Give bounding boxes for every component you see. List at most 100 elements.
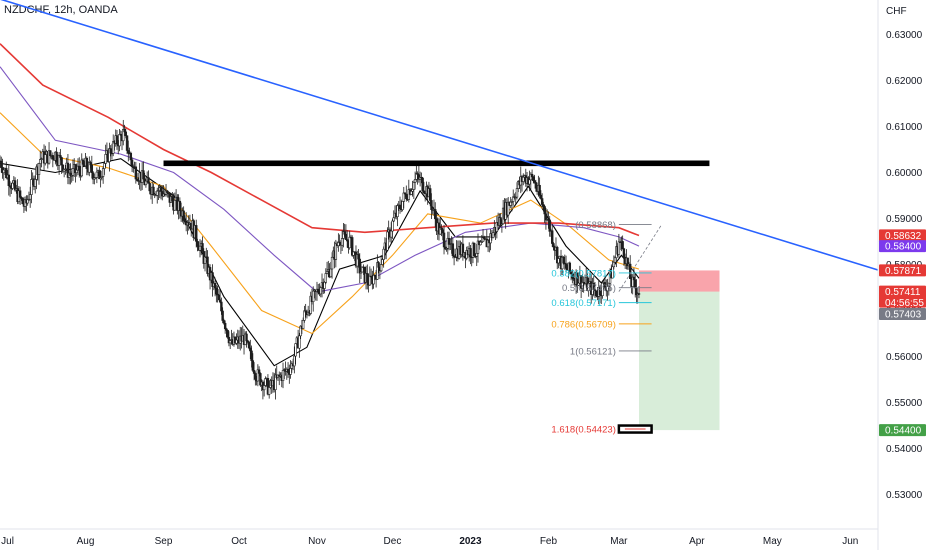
candle-body (178, 200, 182, 211)
candle-body (171, 196, 174, 202)
candle-body (59, 155, 62, 158)
candle-body (372, 274, 375, 285)
candle-body (40, 158, 43, 160)
candle-body (109, 148, 112, 154)
candle-body (538, 184, 541, 196)
y-tick-label: 0.53000 (886, 490, 923, 501)
candle-body (294, 343, 297, 357)
trend-line[interactable] (0, 0, 879, 271)
candle-body (357, 254, 360, 260)
candle-body (251, 360, 255, 371)
candle-body (159, 187, 163, 192)
candle-body (118, 134, 121, 147)
price-tag-value: 0.58632 (885, 231, 922, 242)
price-tag-value: 0.57403 (885, 309, 922, 320)
candle-body (568, 262, 572, 273)
candle-body (628, 263, 632, 279)
price-tag-value: 0.58400 (885, 242, 922, 253)
candle-body (195, 225, 198, 242)
candle-body (345, 239, 349, 242)
candle-body (621, 241, 624, 249)
candle-body (506, 201, 510, 216)
candle-body (203, 256, 207, 264)
zones-layer (639, 270, 720, 431)
candle-body (221, 310, 224, 321)
candle-body (267, 387, 271, 395)
candle-body (201, 243, 204, 252)
candle-body (312, 290, 315, 302)
currency-label: CHF (886, 6, 907, 17)
price-tag (879, 229, 926, 242)
candle-body (51, 155, 55, 160)
candle-body (359, 271, 363, 274)
candle-body (634, 279, 637, 289)
candle-body (447, 237, 451, 245)
candle-body (358, 258, 361, 274)
moving-average-line (0, 112, 640, 335)
candle-body (61, 164, 65, 172)
candle-body (593, 289, 597, 292)
candle-body (85, 157, 88, 169)
candle-body (49, 150, 52, 157)
candle-body (340, 238, 344, 246)
candle-body (144, 180, 148, 186)
candle-body (134, 166, 138, 180)
candle-body (226, 330, 229, 338)
x-tick-label: Aug (77, 536, 95, 547)
profit-zone (639, 291, 720, 431)
price-tag (879, 307, 926, 320)
y-tick-label: 0.55000 (886, 398, 923, 409)
resistance-zone[interactable] (163, 160, 710, 167)
candle-body (319, 287, 322, 295)
candle-body (469, 248, 472, 258)
candle-body (28, 194, 32, 200)
candle-body (441, 229, 444, 234)
candle-body (343, 231, 346, 235)
candle-body (532, 176, 535, 182)
y-tick-label: 0.59000 (886, 214, 923, 225)
candle-body (562, 256, 565, 264)
candle-body (182, 210, 185, 221)
candle-body (622, 248, 626, 258)
candle-body (11, 182, 14, 189)
candle-body (103, 163, 106, 169)
candle-body (262, 385, 266, 391)
candle-body (405, 193, 408, 200)
price-tag-value: 0.57871 (885, 266, 922, 277)
x-tick-label: Dec (384, 536, 402, 547)
candle-body (396, 205, 399, 217)
candle-body (334, 243, 338, 260)
candle-body (626, 257, 629, 267)
candle-body (101, 168, 105, 177)
candle-body (254, 373, 257, 380)
candle-body (104, 154, 107, 164)
x-tick-label: May (763, 536, 782, 547)
candle-body (491, 232, 495, 239)
candle-body (351, 237, 354, 256)
candle-body (528, 179, 531, 185)
candle-body (611, 266, 614, 279)
candle-body (612, 261, 616, 268)
candle-body (391, 220, 394, 232)
y-tick-label: 0.61000 (886, 122, 923, 133)
candle-body (522, 176, 525, 182)
candle-body (293, 355, 296, 367)
x-tick-label: Feb (540, 536, 558, 547)
candle-body (617, 241, 621, 255)
candle-body (257, 369, 261, 374)
candle-body (344, 233, 348, 240)
candle-body (39, 159, 42, 164)
candle-body (57, 155, 61, 166)
candle-body (249, 347, 252, 352)
candle-body (78, 165, 81, 171)
candle-body (556, 247, 559, 264)
candle-body (381, 259, 384, 265)
candle-body (26, 199, 29, 204)
candle-body (173, 200, 177, 211)
candle-body (55, 151, 58, 163)
candles-layer (0, 119, 641, 400)
candle-body (348, 236, 351, 249)
candle-body (250, 350, 253, 361)
candle-body (80, 159, 83, 177)
